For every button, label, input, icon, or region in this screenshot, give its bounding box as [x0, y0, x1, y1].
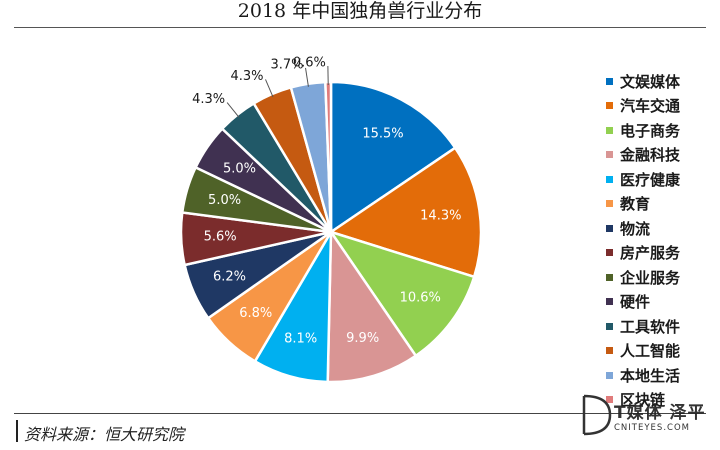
legend-label: 电子商务	[620, 121, 681, 140]
legend-label: 教育	[620, 195, 651, 214]
pie-slice	[327, 229, 476, 358]
pie-slice	[329, 80, 457, 235]
legend-swatch	[606, 77, 613, 85]
legend-label: 本地生活	[620, 366, 681, 385]
slice-label: 4.3%	[192, 92, 225, 107]
legend-label: 文娱媒体	[620, 72, 681, 91]
legend-item: 房产服务	[606, 241, 718, 266]
slice-label: 15.5%	[362, 126, 403, 141]
leader-line	[265, 79, 274, 98]
legend-label: 企业服务	[620, 268, 681, 287]
slice-label: 5.0%	[208, 193, 241, 208]
legend-label: 医疗健康	[620, 170, 681, 189]
legend-label: 人工智能	[620, 342, 681, 361]
watermark-text: T媒体 泽平	[614, 403, 706, 423]
slice-label: 3.7%	[270, 57, 303, 72]
slice-label: 4.3%	[230, 69, 263, 84]
legend-item: 工具软件	[606, 314, 718, 339]
legend-label: 汽车交通	[620, 97, 681, 116]
legend-item: 物流	[606, 216, 718, 241]
legend-swatch	[606, 200, 613, 208]
legend-swatch	[606, 102, 613, 110]
leader-line	[226, 102, 240, 118]
legend-label: 硬件	[620, 293, 651, 312]
legend-label: 工具软件	[620, 317, 681, 336]
slice-label: 6.8%	[239, 306, 272, 321]
legend-item: 电子商务	[606, 118, 718, 143]
legend-swatch	[606, 224, 613, 232]
legend-swatch	[606, 151, 613, 159]
legend-item: 金融科技	[606, 143, 718, 168]
legend-label: 金融科技	[620, 146, 681, 165]
slice-label: 0.6%	[293, 56, 326, 71]
legend-item: 文娱媒体	[606, 69, 718, 94]
legend-swatch	[606, 249, 613, 257]
legend-label: 区块链	[620, 391, 666, 410]
legend-swatch	[606, 175, 613, 183]
legend-label: 物流	[620, 219, 651, 238]
footer-divider	[14, 413, 706, 414]
legend-item: 人工智能	[606, 339, 718, 364]
pie-slice	[328, 146, 483, 279]
slice-label: 5.0%	[223, 162, 256, 177]
legend-swatch	[606, 347, 613, 355]
slice-label: 14.3%	[420, 208, 461, 223]
watermark: T媒体 泽平 CNITEYES.COM	[580, 392, 712, 442]
legend-swatch	[606, 396, 613, 404]
legend-item: 硬件	[606, 290, 718, 315]
source-note: 资料来源：恒大研究院	[24, 425, 185, 444]
legend-swatch	[606, 126, 613, 134]
leader-line	[305, 67, 309, 87]
legend-item: 教育	[606, 192, 718, 217]
legend-item: 医疗健康	[606, 167, 718, 192]
legend-swatch	[606, 273, 613, 281]
slice-label: 9.9%	[346, 331, 379, 346]
legend-swatch	[606, 298, 613, 306]
slice-label: 6.2%	[213, 269, 246, 284]
legend-item: 区块链	[606, 388, 718, 413]
legend-swatch	[606, 322, 613, 330]
slice-label: 5.6%	[204, 230, 237, 245]
watermark-url: CNITEYES.COM	[614, 423, 690, 433]
legend-item: 企业服务	[606, 265, 718, 290]
title-divider	[14, 27, 706, 28]
legend-item: 本地生活	[606, 363, 718, 388]
watermark-logo-icon	[582, 394, 612, 436]
legend-swatch	[606, 371, 613, 379]
legend: 文娱媒体汽车交通电子商务金融科技医疗健康教育物流房产服务企业服务硬件工具软件人工…	[606, 69, 718, 412]
source-marker	[16, 420, 18, 442]
legend-item: 汽车交通	[606, 94, 718, 119]
legend-label: 房产服务	[620, 244, 681, 263]
pie-slice	[326, 228, 418, 384]
chart-title: 2018 年中国独角兽行业分布	[237, 0, 483, 22]
slice-label: 8.1%	[284, 331, 317, 346]
slice-label: 10.6%	[400, 291, 441, 306]
